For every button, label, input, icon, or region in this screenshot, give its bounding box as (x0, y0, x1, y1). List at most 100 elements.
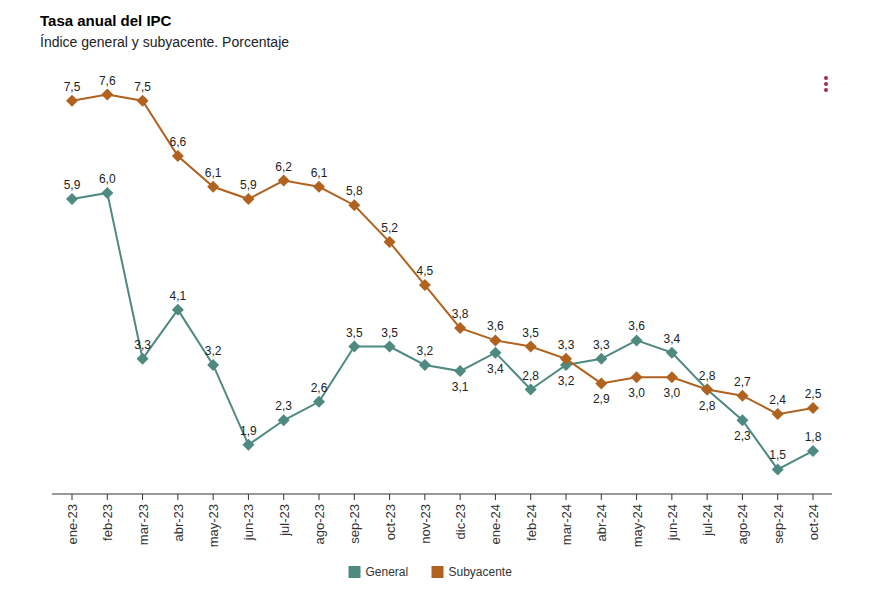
x-tick (424, 494, 425, 500)
data-label: 2,4 (769, 393, 786, 407)
x-tick (777, 494, 778, 500)
data-label: 4,1 (170, 289, 187, 303)
x-tick-label: feb-24 (524, 504, 539, 541)
data-label: 3,2 (558, 374, 575, 388)
marker (701, 384, 713, 396)
x-tick-label: feb-23 (100, 504, 115, 541)
marker (489, 347, 501, 359)
x-tick-label: oct-23 (383, 504, 398, 540)
data-label: 3,4 (487, 362, 504, 376)
x-tick (601, 494, 602, 500)
menu-icon (824, 76, 828, 92)
x-tick-label: sep-23 (347, 504, 362, 544)
x-tick-label: mar-23 (136, 504, 151, 545)
x-tick-label: jul-24 (700, 504, 715, 537)
x-tick (460, 494, 461, 500)
data-label: 3,6 (487, 319, 504, 333)
data-label: 5,8 (346, 184, 363, 198)
data-label: 7,5 (64, 80, 81, 94)
marker (101, 89, 113, 101)
data-label: 3,5 (381, 326, 398, 340)
x-tick (671, 494, 672, 500)
legend-swatch (349, 566, 361, 578)
subtitle: Índice general y subyacente. Porcentaje (40, 34, 289, 50)
x-tick (107, 494, 108, 500)
marker (278, 175, 290, 187)
x-tick-label: abr-23 (171, 504, 186, 542)
marker (313, 396, 325, 408)
data-label: 3,4 (664, 332, 681, 346)
data-label: 6,1 (205, 166, 222, 180)
data-label: 2,3 (734, 429, 751, 443)
marker (666, 371, 678, 383)
data-label: 3,0 (628, 386, 645, 400)
marker (207, 181, 219, 193)
marker (560, 353, 572, 365)
x-tick-label: may-23 (206, 504, 221, 547)
title: Tasa anual del IPC (40, 12, 172, 29)
marker (172, 304, 184, 316)
x-tick-label: may-24 (630, 504, 645, 547)
data-label: 3,2 (417, 344, 434, 358)
data-label: 2,8 (522, 369, 539, 383)
data-label: 2,8 (699, 399, 716, 413)
data-label: 2,7 (734, 375, 751, 389)
x-tick (319, 494, 320, 500)
marker (736, 390, 748, 402)
x-tick (354, 494, 355, 500)
menu-dot (824, 88, 828, 92)
data-label: 3,5 (346, 326, 363, 340)
marker (666, 347, 678, 359)
marker (631, 334, 643, 346)
x-tick (742, 494, 743, 500)
marker (242, 193, 254, 205)
series-line (72, 95, 813, 415)
marker (278, 414, 290, 426)
marker (137, 95, 149, 107)
x-axis (52, 494, 832, 495)
x-tick (707, 494, 708, 500)
data-label: 5,9 (64, 178, 81, 192)
legend-swatch (432, 566, 444, 578)
x-tick (566, 494, 567, 500)
x-tick (813, 494, 814, 500)
marker (454, 365, 466, 377)
data-label: 2,8 (699, 369, 716, 383)
marker (313, 181, 325, 193)
chart-container: Tasa anual del IPC Índice general y subya… (0, 0, 870, 603)
marker (525, 341, 537, 353)
marker (772, 408, 784, 420)
x-tick-label: jun-23 (241, 504, 256, 541)
marker (772, 463, 784, 475)
x-tick-label: ene-24 (488, 504, 503, 544)
data-label: 3,0 (664, 386, 681, 400)
x-tick-label: nov-23 (418, 504, 433, 544)
chart-svg: Tasa anual del IPC Índice general y subya… (0, 0, 870, 603)
data-label: 6,2 (275, 160, 292, 174)
x-tick-label: ene-23 (65, 504, 80, 544)
marker (66, 95, 78, 107)
data-label: 7,5 (134, 80, 151, 94)
x-tick-label: jun-24 (665, 504, 680, 541)
x-tick-label: oct-24 (806, 504, 821, 540)
marker (419, 359, 431, 371)
data-labels: 5,96,03,34,13,21,92,32,63,53,53,23,13,42… (64, 74, 822, 463)
marker (595, 377, 607, 389)
data-label: 1,5 (769, 448, 786, 462)
x-tick (530, 494, 531, 500)
data-label: 3,1 (452, 380, 469, 394)
x-tick (213, 494, 214, 500)
data-label: 2,3 (275, 399, 292, 413)
marker (348, 199, 360, 211)
data-label: 3,3 (558, 338, 575, 352)
x-tick-label: sep-24 (771, 504, 786, 544)
x-tick (72, 494, 73, 500)
x-tick-label: ago-23 (312, 504, 327, 544)
data-label: 6,6 (170, 135, 187, 149)
marker (242, 439, 254, 451)
marker (807, 445, 819, 457)
x-tick (389, 494, 390, 500)
x-tick-label: ago-24 (735, 504, 750, 544)
x-tick (495, 494, 496, 500)
data-label: 5,2 (381, 221, 398, 235)
